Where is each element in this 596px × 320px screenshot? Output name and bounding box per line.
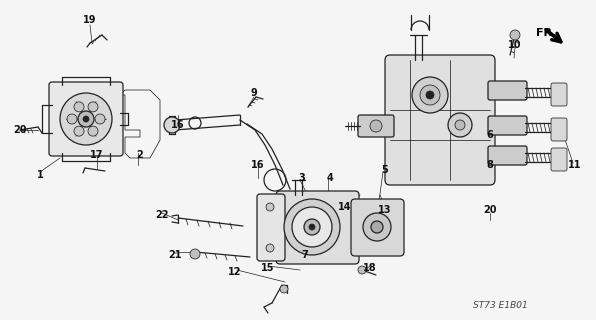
- Text: 12: 12: [228, 267, 242, 277]
- Text: 7: 7: [302, 250, 308, 260]
- Circle shape: [74, 102, 84, 112]
- Circle shape: [426, 91, 434, 99]
- FancyBboxPatch shape: [276, 191, 359, 264]
- Circle shape: [88, 126, 98, 136]
- Text: 18: 18: [363, 263, 377, 273]
- Circle shape: [284, 199, 340, 255]
- FancyBboxPatch shape: [551, 118, 567, 141]
- FancyBboxPatch shape: [257, 194, 285, 261]
- Circle shape: [510, 30, 520, 40]
- Circle shape: [448, 113, 472, 137]
- FancyBboxPatch shape: [385, 55, 495, 185]
- Text: 3: 3: [299, 173, 305, 183]
- Circle shape: [266, 244, 274, 252]
- Circle shape: [412, 77, 448, 113]
- Circle shape: [371, 221, 383, 233]
- FancyBboxPatch shape: [488, 81, 527, 100]
- Circle shape: [83, 116, 89, 122]
- Circle shape: [280, 285, 288, 293]
- Text: 15: 15: [261, 263, 275, 273]
- FancyBboxPatch shape: [551, 83, 567, 106]
- Text: FR.: FR.: [536, 28, 557, 38]
- Circle shape: [363, 213, 391, 241]
- Circle shape: [67, 114, 77, 124]
- Text: 6: 6: [486, 130, 493, 140]
- Text: 13: 13: [378, 205, 392, 215]
- FancyBboxPatch shape: [351, 199, 404, 256]
- Text: 17: 17: [90, 150, 104, 160]
- Text: ST73 E1B01: ST73 E1B01: [473, 300, 527, 309]
- FancyBboxPatch shape: [358, 115, 394, 137]
- Text: 10: 10: [508, 40, 522, 50]
- Text: 4: 4: [327, 173, 333, 183]
- Circle shape: [358, 266, 366, 274]
- Circle shape: [60, 93, 112, 145]
- Circle shape: [309, 224, 315, 230]
- Text: 9: 9: [251, 88, 257, 98]
- Text: 21: 21: [168, 250, 182, 260]
- Text: 20: 20: [13, 125, 27, 135]
- Text: 8: 8: [486, 160, 493, 170]
- Text: 5: 5: [381, 165, 389, 175]
- FancyBboxPatch shape: [488, 116, 527, 135]
- Text: 14: 14: [339, 202, 352, 212]
- FancyBboxPatch shape: [488, 146, 527, 165]
- Text: 20: 20: [483, 205, 496, 215]
- Circle shape: [266, 203, 274, 211]
- Circle shape: [164, 117, 180, 133]
- Text: 19: 19: [83, 15, 97, 25]
- Text: 11: 11: [568, 160, 582, 170]
- Text: 16: 16: [171, 120, 185, 130]
- Circle shape: [74, 126, 84, 136]
- Text: 2: 2: [136, 150, 144, 160]
- Text: 1: 1: [36, 170, 44, 180]
- Circle shape: [88, 102, 98, 112]
- Circle shape: [190, 249, 200, 259]
- FancyBboxPatch shape: [49, 82, 123, 156]
- Circle shape: [95, 114, 105, 124]
- Circle shape: [455, 120, 465, 130]
- FancyBboxPatch shape: [551, 148, 567, 171]
- Circle shape: [420, 85, 440, 105]
- Text: 16: 16: [252, 160, 265, 170]
- Circle shape: [304, 219, 320, 235]
- Text: 22: 22: [155, 210, 169, 220]
- Circle shape: [292, 207, 332, 247]
- Circle shape: [370, 120, 382, 132]
- Circle shape: [78, 111, 94, 127]
